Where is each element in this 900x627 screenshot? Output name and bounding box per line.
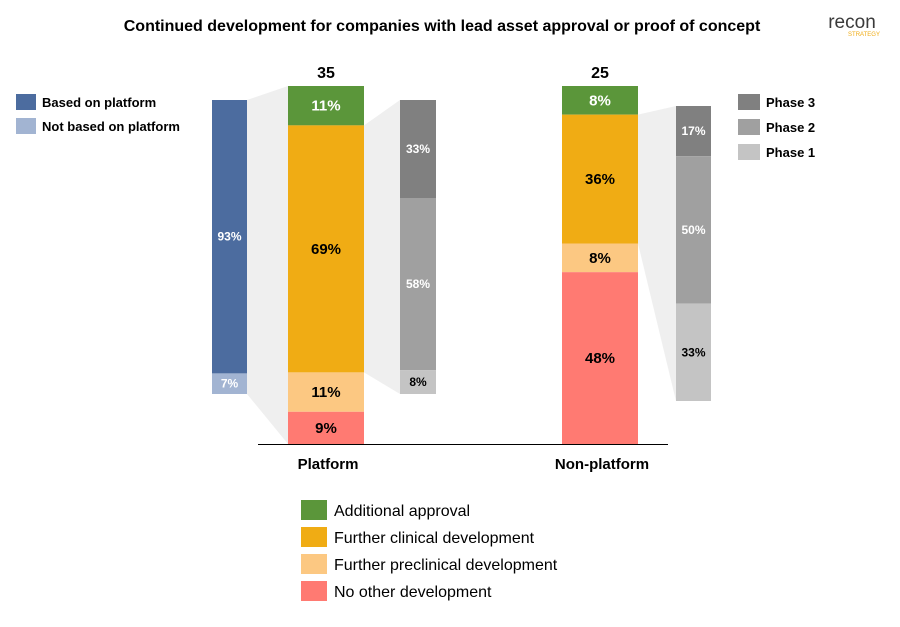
bar-phase-non-platform-phase-2: [676, 156, 711, 304]
legend-swatch-phase-3: [738, 94, 760, 110]
legend-swatch-further-clinical-development: [301, 527, 327, 547]
bar-non-platform-no-other-development: [562, 272, 638, 444]
chart-title: Continued development for companies with…: [124, 18, 761, 35]
bar-phase-platform-phase-1: [400, 370, 436, 394]
bar-phase-non-platform-phase-1: [676, 303, 711, 401]
legend-label-phase-3: Phase 3: [766, 95, 815, 110]
data-label-based-on-platform: 93%: [217, 230, 241, 244]
labels-layer: 11% 69% 11% 9% 35 Platform 8% 36% 8% 48% 25 Non-pla…: [217, 65, 705, 473]
logo-wordmark: recon: [828, 12, 876, 33]
recon-strategy-logo: recon STRATEGY: [828, 12, 880, 38]
data-label-phase-non-platform-phase-3: 17%: [681, 124, 705, 138]
bar-phase-platform-phase-2: [400, 198, 436, 371]
category-label-non-platform: Non-platform: [555, 456, 649, 473]
legend-label-further-clinical-development: Further clinical development: [334, 530, 535, 547]
data-label-platform-additional-approval: 11%: [311, 98, 340, 115]
legend-swatch-based-on-platform: [16, 94, 36, 110]
marks-layer: [212, 86, 711, 445]
legend-label-not-based-on-platform: Not based on platform: [42, 119, 180, 134]
legend-label-further-preclinical-development: Further preclinical development: [334, 557, 558, 574]
total-label-platform: 35: [317, 65, 335, 82]
connector-phase-platform: [364, 100, 400, 394]
data-label-phase-platform-phase-1: 8%: [409, 375, 427, 389]
data-label-non-platform-additional-approval: 8%: [589, 92, 611, 109]
legend-swatch-no-other-development: [301, 581, 327, 601]
bar-phase-non-platform-phase-3: [676, 106, 711, 157]
data-label-non-platform-no-other-development: 48%: [585, 350, 615, 367]
legend-swatch-further-preclinical-development: [301, 554, 327, 574]
bar-platform-further-preclinical-development: [288, 372, 364, 412]
data-label-phase-platform-phase-3: 33%: [406, 142, 430, 156]
bar-platform-additional-approval: [288, 86, 364, 126]
bar-non-platform-additional-approval: [562, 86, 638, 115]
legend-label-additional-approval: Additional approval: [334, 503, 470, 520]
data-label-phase-non-platform-phase-1: 33%: [681, 345, 705, 359]
data-label-phase-platform-phase-2: 58%: [406, 277, 430, 291]
bar-platform-not-based-on-platform: [212, 373, 247, 394]
bar-non-platform-further-clinical-development: [562, 114, 638, 244]
legend-label-no-other-development: No other development: [334, 584, 492, 601]
legend-swatch-phase-1: [738, 144, 760, 160]
category-label-platform: Platform: [298, 456, 359, 473]
legend-label-phase-1: Phase 1: [766, 145, 815, 160]
data-label-non-platform-further-clinical-development: 36%: [585, 171, 615, 188]
legend-swatch-additional-approval: [301, 500, 327, 520]
bar-non-platform-further-preclinical-development: [562, 243, 638, 273]
total-label-non-platform: 25: [591, 65, 609, 82]
data-label-non-platform-further-preclinical-development: 8%: [589, 250, 611, 267]
logo-subtitle: STRATEGY: [848, 32, 880, 38]
bar-platform-further-clinical-development: [288, 125, 364, 373]
data-label-phase-non-platform-phase-2: 50%: [681, 223, 705, 237]
connector-phase-non-platform: [638, 106, 676, 401]
data-label-platform-no-other-development: 9%: [315, 420, 337, 437]
bar-platform-based-on-platform: [212, 100, 247, 374]
bar-platform-no-other-development: [288, 411, 364, 444]
legend-swatch-not-based-on-platform: [16, 118, 36, 134]
data-label-platform-further-preclinical-development: 11%: [311, 384, 340, 401]
data-label-not-based-on-platform: 7%: [221, 377, 239, 391]
connector-platform-breakdown: [247, 86, 288, 444]
legend-label-phase-2: Phase 2: [766, 120, 815, 135]
connector-layer: [247, 86, 676, 444]
bar-phase-platform-phase-3: [400, 100, 436, 198]
legends-layer: Based on platform Not based on platform Ph…: [16, 94, 815, 601]
data-label-platform-further-clinical-development: 69%: [311, 241, 341, 258]
legend-label-based-on-platform: Based on platform: [42, 95, 156, 110]
legend-swatch-phase-2: [738, 119, 760, 135]
